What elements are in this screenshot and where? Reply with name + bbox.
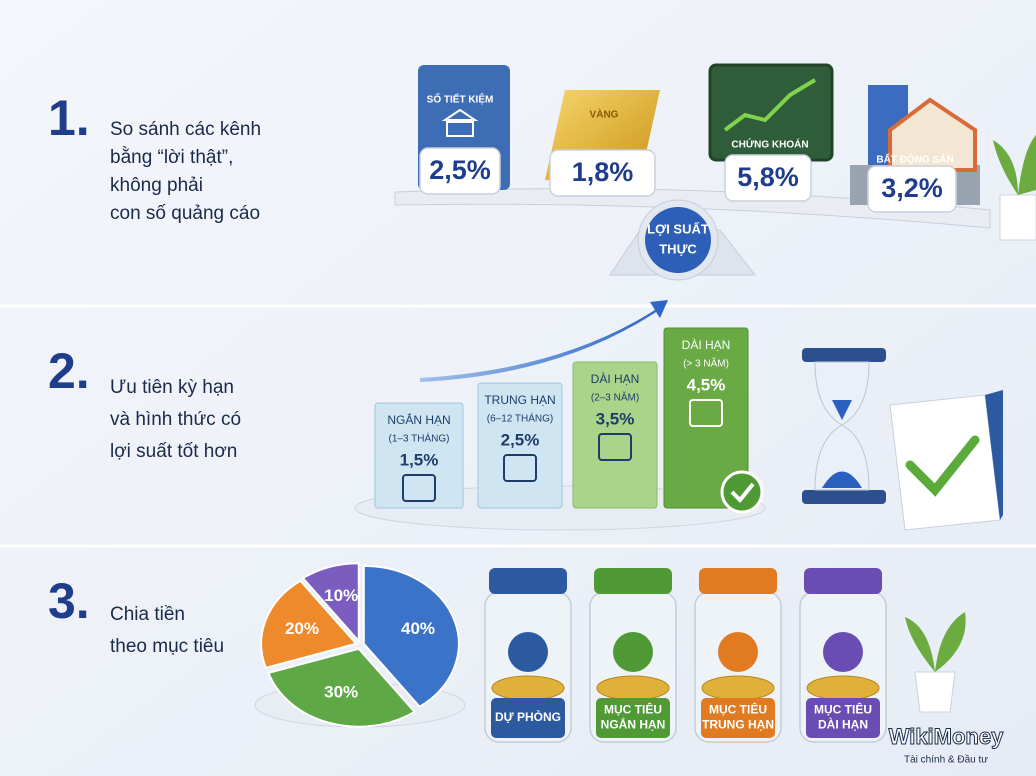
section-number: 1. <box>48 90 90 146</box>
item-label: VÀNG <box>590 108 619 121</box>
stock-trend <box>723 78 817 132</box>
check-mark <box>730 482 755 503</box>
pie-slice <box>301 562 360 644</box>
jar-icon <box>613 632 653 672</box>
term-label: TRUNG HẠN <box>484 393 555 407</box>
pivot-label: THỰC <box>659 241 697 256</box>
rate-box <box>867 165 957 213</box>
jar-lid <box>594 568 672 594</box>
term-label: DÀI HẠN <box>682 337 731 352</box>
term-range: (> 3 NĂM) <box>683 357 729 370</box>
section-text: Ưu tiên kỳ hạn <box>110 377 234 398</box>
calendar-icon <box>689 399 723 427</box>
pie-label: 30% <box>324 683 358 702</box>
coins <box>491 675 565 701</box>
pie-label: 20% <box>285 619 319 638</box>
rate-value: 5,8% <box>737 162 799 192</box>
jar-lid <box>699 568 777 594</box>
section-text: bằng “lời thật”, <box>110 146 233 168</box>
jar-plate <box>491 698 565 738</box>
section-text: lợi suất tốt hơn <box>110 441 237 462</box>
bank-icon <box>441 108 479 137</box>
section-text: Chia tiền <box>110 604 185 625</box>
term-rate: 2,5% <box>501 430 540 449</box>
jar-icon <box>508 632 548 672</box>
item-label: SỐ TIẾT KIỆM <box>427 92 494 106</box>
jar-lid <box>489 568 567 594</box>
jar-lid <box>804 568 882 594</box>
pie-slice <box>267 647 417 728</box>
rate-box <box>419 147 501 195</box>
section-text: theo mục tiêu <box>110 636 224 657</box>
jar-plate <box>596 698 670 738</box>
brand-name: WikiMoney <box>889 724 1004 749</box>
pie-slice <box>260 579 359 670</box>
term-range: (2–3 NĂM) <box>591 391 639 404</box>
term-block <box>477 382 563 509</box>
calendar-icon <box>503 454 537 482</box>
coins <box>701 675 775 701</box>
item-label: CHỨNG KHOÁN <box>731 138 808 151</box>
house <box>888 97 977 172</box>
section-text: So sánh các kênh <box>110 119 261 140</box>
jar-label: DÀI HẠN <box>818 717 868 732</box>
coins <box>596 675 670 701</box>
pie-label: 10% <box>324 586 358 605</box>
jar-icon <box>718 632 758 672</box>
rate-box <box>549 149 656 197</box>
term-range: (6–12 THÁNG) <box>487 412 554 425</box>
section-number: 3. <box>48 573 90 629</box>
rate-value: 1,8% <box>572 157 634 187</box>
term-rate: 3,5% <box>596 409 635 428</box>
jar-plate <box>806 698 880 738</box>
rate-box <box>724 154 812 202</box>
term-block <box>663 327 749 509</box>
rate-value: 2,5% <box>429 155 491 185</box>
section-text: và hình thức có <box>110 409 241 430</box>
calendar-icon <box>402 474 436 502</box>
pie-label: 40% <box>401 619 435 638</box>
check-badge <box>720 470 764 514</box>
jar-label: MỤC TIÊU <box>604 702 662 717</box>
term-label: NGẮN HẠN <box>387 412 450 427</box>
term-rate: 1,5% <box>400 450 439 469</box>
jar-icon <box>823 632 863 672</box>
section-text: con số quảng cáo <box>110 203 260 224</box>
pivot-label: LỢI SUẤT <box>647 221 709 236</box>
jar-label: NGẮN HẠN <box>601 717 666 732</box>
term-rate: 4,5% <box>687 375 726 394</box>
term-label: DÀI HẠN <box>591 371 640 386</box>
pie-slice <box>362 564 460 709</box>
jar-label: MỤC TIÊU <box>709 702 767 717</box>
section-number: 2. <box>48 343 90 399</box>
coins <box>806 675 880 701</box>
brand-tagline: Tài chính & Đầu tư <box>904 754 988 766</box>
calendar-icon <box>598 433 632 461</box>
pivot-badge <box>645 207 711 273</box>
item-label: BẤT ĐỘNG SẢN <box>876 153 953 166</box>
side-plant <box>993 135 1036 241</box>
rate-value: 3,2% <box>881 173 943 203</box>
plant <box>905 612 966 713</box>
term-range: (1–3 THÁNG) <box>389 432 450 445</box>
jar-label: MỤC TIÊU <box>814 702 872 717</box>
term-block <box>374 402 464 509</box>
calendar-check <box>889 390 1003 531</box>
hourglass <box>802 348 886 504</box>
jar-plate <box>701 698 775 738</box>
jar-label: TRUNG HẠN <box>702 718 774 732</box>
jar-label: DỰ PHÒNG <box>495 709 561 724</box>
section-text: không phải <box>110 175 203 196</box>
